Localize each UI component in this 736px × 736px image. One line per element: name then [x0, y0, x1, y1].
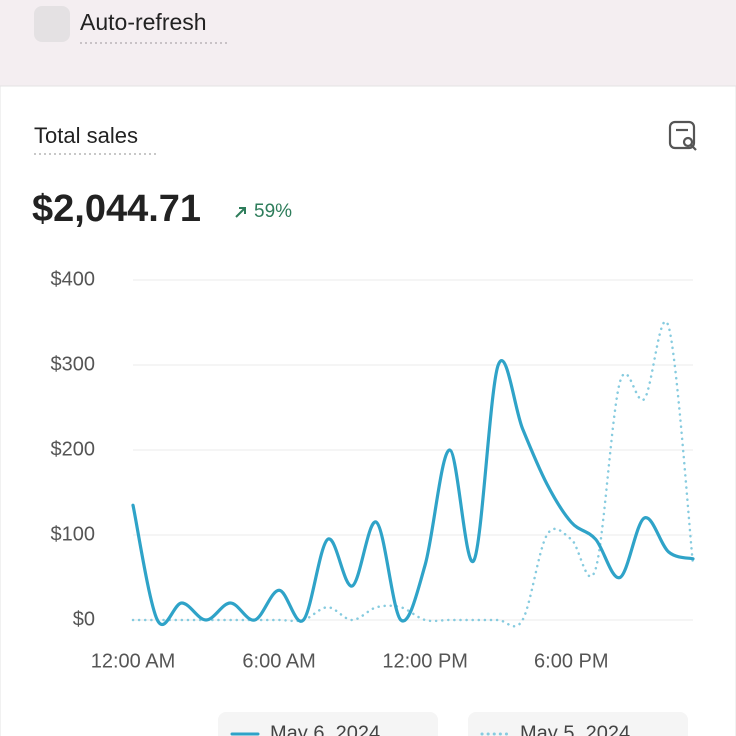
card	[0, 85, 736, 736]
icon-handle	[690, 144, 697, 151]
x-tick-label: 6:00 PM	[534, 650, 608, 672]
chart: $0 $100 $200 $300 $400 12:00 AM 6:00 AM 12:00 P…	[51, 268, 695, 736]
icon-frame	[668, 120, 696, 150]
y-tick-label: $0	[73, 608, 95, 630]
x-tick-label: 12:00 AM	[91, 650, 176, 672]
card-title[interactable]: Total sales	[34, 123, 138, 148]
series-line	[131, 320, 695, 628]
up-arrow	[235, 207, 246, 218]
x-tick-label: 6:00 AM	[242, 650, 315, 672]
total-value: $2,044.71	[32, 188, 201, 230]
top-bar	[0, 0, 736, 86]
change-percent: 59%	[254, 201, 292, 222]
checkbox[interactable]	[34, 6, 70, 42]
legend-label: May 6, 2024	[270, 722, 380, 736]
legend-item	[468, 712, 688, 736]
series-line	[131, 359, 695, 626]
y-tick-label: $200	[51, 438, 96, 460]
y-tick-label: $100	[51, 523, 96, 545]
icon-lens	[682, 136, 694, 148]
x-tick-label: 12:00 PM	[382, 650, 468, 672]
legend-item	[218, 712, 438, 736]
legend-label: May 5, 2024	[520, 722, 630, 736]
y-tick-label: $400	[51, 268, 96, 290]
y-tick-label: $300	[51, 353, 96, 375]
checkbox-label[interactable]: Auto-refresh	[80, 9, 207, 35]
explore-icon[interactable]	[668, 120, 697, 151]
